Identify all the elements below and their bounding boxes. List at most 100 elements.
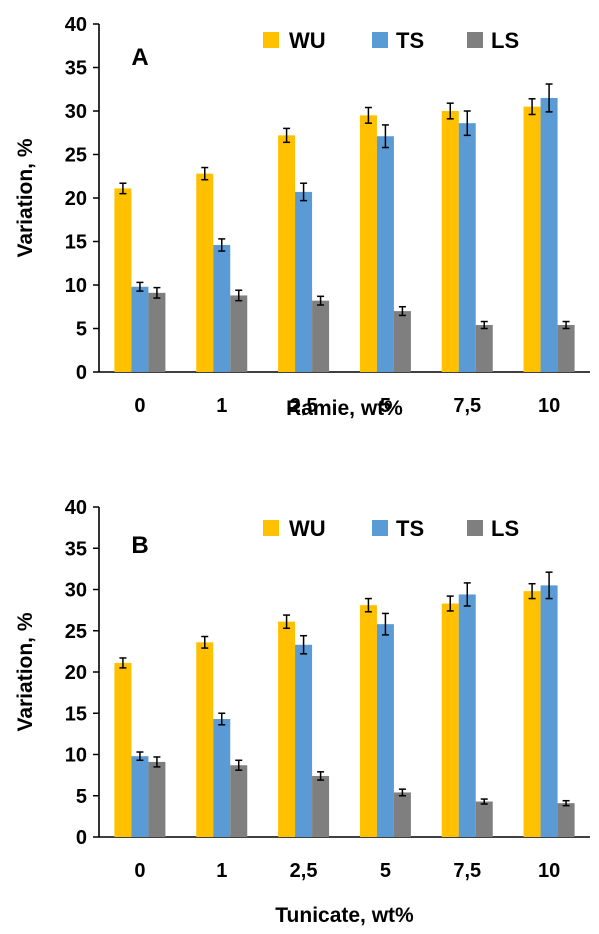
x-tick-label: 1 [216, 395, 227, 417]
x-tick-label: 2,5 [290, 860, 318, 882]
error-bar [463, 582, 471, 607]
error-bar [218, 712, 226, 726]
legend-swatch-ts [372, 32, 388, 48]
bar-wu-5 [523, 106, 541, 373]
bar-ts-5 [540, 97, 558, 372]
error-bar [300, 182, 308, 202]
x-axis-title: Tunicate, wt% [275, 904, 414, 927]
error-bar [480, 798, 488, 805]
bar-ls-4 [475, 325, 493, 372]
error-bar [463, 110, 471, 137]
y-tick-label: 5 [76, 786, 87, 808]
panel-label: B [131, 532, 148, 559]
y-tick-label: 30 [65, 580, 87, 602]
error-bar [136, 751, 144, 762]
bar-wu-0 [114, 662, 132, 837]
error-bar [446, 102, 454, 120]
error-bar [119, 657, 127, 669]
y-tick-label: 30 [65, 101, 87, 123]
y-tick-label: 40 [65, 497, 87, 519]
error-bar [153, 286, 161, 299]
y-tick-label: 20 [65, 188, 87, 210]
legend-label-ls: LS [491, 516, 519, 541]
y-axis-title: Variation, % [14, 612, 37, 731]
x-tick-label: 0 [134, 395, 145, 417]
y-tick-label: 15 [65, 703, 87, 725]
bar-ts-2 [295, 644, 313, 837]
error-bar [562, 320, 570, 330]
error-bar [136, 281, 144, 292]
x-tick-label: 2,5 [290, 395, 318, 417]
bar-ts-5 [540, 585, 558, 837]
error-bar [364, 597, 372, 613]
error-bar [283, 614, 291, 630]
bar-ls-2 [312, 300, 330, 372]
legend-swatch-wu [263, 32, 279, 48]
x-tick-label: 7,5 [453, 860, 481, 882]
y-axis-title: Variation, % [14, 138, 37, 257]
bar-wu-1 [196, 642, 214, 837]
error-bar [119, 182, 127, 195]
bar-wu-5 [523, 591, 541, 837]
bar-ls-3 [393, 792, 411, 837]
y-tick-label: 40 [65, 14, 87, 36]
bar-ls-5 [557, 803, 575, 837]
x-tick-label: 7,5 [453, 395, 481, 417]
legend-swatch-ts [372, 520, 388, 536]
error-bar [201, 166, 209, 181]
error-bar [218, 238, 226, 252]
bar-wu-3 [359, 115, 377, 372]
x-tick-label: 1 [216, 860, 227, 882]
x-tick-label: 10 [538, 860, 560, 882]
x-tick-label: 5 [380, 860, 391, 882]
legend-swatch-wu [263, 520, 279, 536]
y-tick-label: 25 [65, 145, 87, 167]
panel-label: A [131, 44, 148, 71]
bar-ls-5 [557, 325, 575, 372]
error-bar [317, 295, 325, 306]
bar-ts-4 [458, 594, 476, 837]
error-bar [562, 799, 570, 807]
x-axis-title: Ramie, wt% [286, 397, 403, 420]
bar-ls-1 [230, 295, 248, 372]
bar-wu-0 [114, 188, 132, 372]
legend-swatch-ls [467, 32, 483, 48]
error-bar [480, 320, 488, 330]
x-tick-label: 10 [538, 395, 560, 417]
error-bar [528, 582, 536, 600]
error-bar [545, 571, 553, 600]
error-bar [381, 612, 389, 636]
y-tick-label: 0 [76, 827, 87, 849]
bar-ts-1 [213, 244, 231, 372]
y-tick-label: 10 [65, 275, 87, 297]
y-tick-label: 10 [65, 745, 87, 767]
error-bar [235, 759, 243, 771]
legend-label-ls: LS [491, 28, 519, 53]
bar-wu-2 [278, 621, 296, 837]
y-tick-label: 0 [76, 362, 87, 384]
bar-ls-0 [148, 761, 166, 837]
y-tick-label: 5 [76, 319, 87, 341]
bar-ls-4 [475, 801, 493, 837]
bar-ls-3 [393, 311, 411, 372]
error-bar [398, 788, 406, 797]
bar-wu-2 [278, 135, 296, 372]
legend-swatch-ls [467, 520, 483, 536]
bar-wu-1 [196, 173, 214, 372]
error-bar [381, 124, 389, 149]
bar-wu-4 [441, 111, 459, 372]
error-bar [283, 127, 291, 144]
error-bar [545, 83, 553, 113]
y-tick-label: 20 [65, 662, 87, 684]
bar-ts-0 [131, 756, 149, 837]
y-tick-label: 35 [65, 58, 87, 80]
error-bar [201, 635, 209, 649]
bar-wu-4 [441, 603, 459, 837]
bar-ts-4 [458, 123, 476, 373]
error-bar [300, 634, 308, 655]
error-bar [528, 98, 536, 116]
bar-ts-0 [131, 286, 149, 372]
legend-label-ts: TS [396, 28, 424, 53]
error-bar [235, 289, 243, 302]
